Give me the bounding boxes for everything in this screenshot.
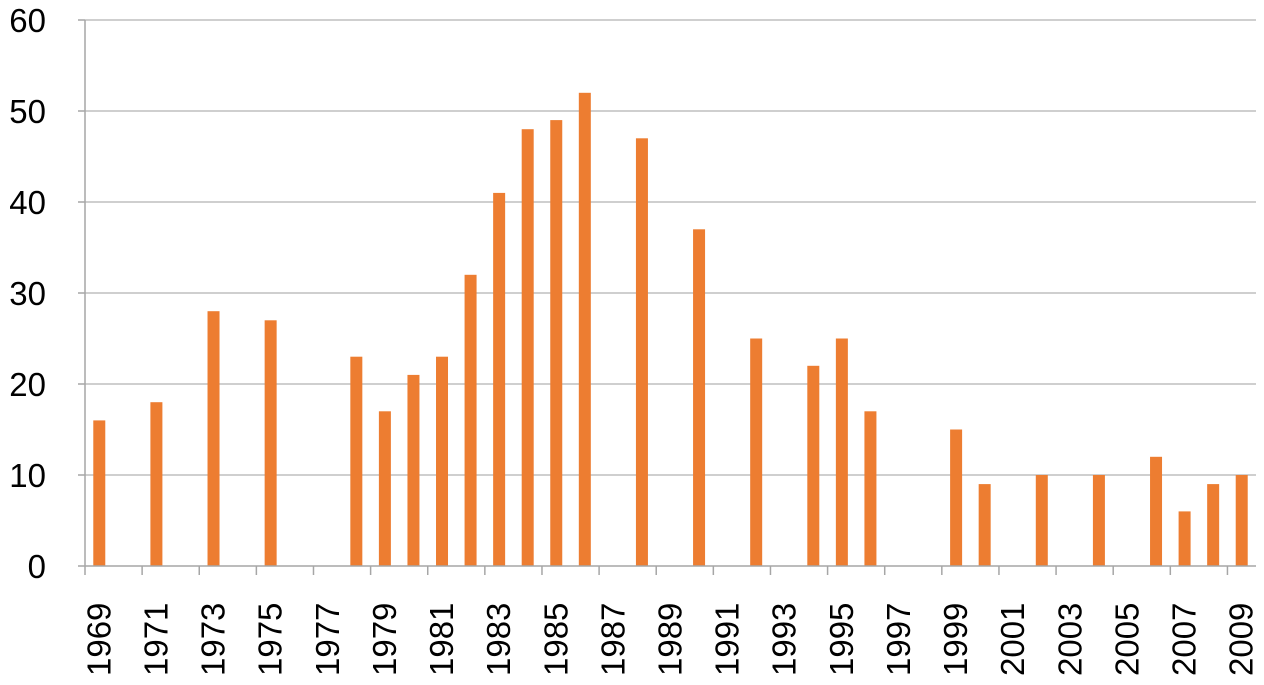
- bar-1981: [436, 356, 449, 566]
- bar-1982: [464, 274, 477, 566]
- bar-1975: [264, 320, 277, 566]
- bar-1996: [864, 411, 877, 566]
- bar-2009: [1235, 475, 1248, 566]
- bar-1990: [693, 229, 706, 567]
- bar-2007: [1178, 511, 1191, 566]
- bar-1999: [950, 429, 963, 566]
- x-tick-label: 1973: [195, 603, 232, 676]
- x-tick-label: 1991: [709, 603, 746, 676]
- bar-1995: [835, 338, 848, 566]
- bar-2006: [1150, 456, 1163, 566]
- bars: [93, 92, 1248, 567]
- bar-1994: [807, 365, 820, 566]
- y-tick-label: 50: [9, 93, 46, 130]
- x-tick-label: 2007: [1166, 603, 1203, 676]
- x-tick-label: 1977: [309, 603, 346, 676]
- bar-1985: [550, 120, 563, 566]
- x-tick-label: 1987: [594, 603, 631, 676]
- x-tick-label: 1989: [652, 603, 689, 676]
- x-tick-label: 1981: [423, 603, 460, 676]
- bar-1988: [635, 138, 648, 567]
- y-tick-label: 0: [28, 548, 46, 585]
- bar-2004: [1092, 475, 1105, 566]
- bar-1969: [93, 420, 106, 566]
- bar-1984: [521, 129, 534, 566]
- bar-2000: [978, 484, 991, 566]
- x-tick-label: 1985: [537, 603, 574, 676]
- bar-1973: [207, 311, 220, 566]
- x-tick-label: 1979: [366, 603, 403, 676]
- x-tick-label: 2001: [994, 603, 1031, 676]
- bar-1986: [578, 92, 591, 567]
- bar-2008: [1207, 484, 1220, 566]
- x-tick-label: 1999: [937, 603, 974, 676]
- x-tick-label: 2009: [1223, 603, 1260, 676]
- x-tick-label: 2005: [1108, 603, 1145, 676]
- bar-1983: [493, 192, 506, 566]
- x-tick-label: 2003: [1051, 603, 1088, 676]
- x-tick-label: 1983: [480, 603, 517, 676]
- y-tick-label: 10: [9, 457, 46, 494]
- x-tick-label: 1995: [823, 603, 860, 676]
- axes: [78, 19, 1256, 575]
- bar-2002: [1035, 475, 1048, 566]
- y-tick-labels: 0 10 20 30 40 50 60: [9, 2, 46, 585]
- x-tick-label: 1993: [766, 603, 803, 676]
- bar-1978: [350, 356, 363, 566]
- y-tick-label: 40: [9, 184, 46, 221]
- bar-1979: [378, 411, 391, 566]
- y-tick-label: 60: [9, 2, 46, 39]
- bar-1992: [750, 338, 763, 566]
- gridlines: [85, 19, 1256, 476]
- x-tick-label: 1975: [252, 603, 289, 676]
- x-tick-labels: 1969 1971 1973 1975 1977 1979 1981 1983 1985 1987…: [80, 603, 1259, 676]
- y-tick-label: 30: [9, 275, 46, 312]
- bar-1971: [150, 402, 163, 566]
- x-tick-label: 1997: [880, 603, 917, 676]
- x-tick-label: 1971: [137, 603, 174, 676]
- y-tick-label: 20: [9, 366, 46, 403]
- bar-1980: [407, 374, 420, 566]
- x-tick-label: 1969: [80, 603, 117, 676]
